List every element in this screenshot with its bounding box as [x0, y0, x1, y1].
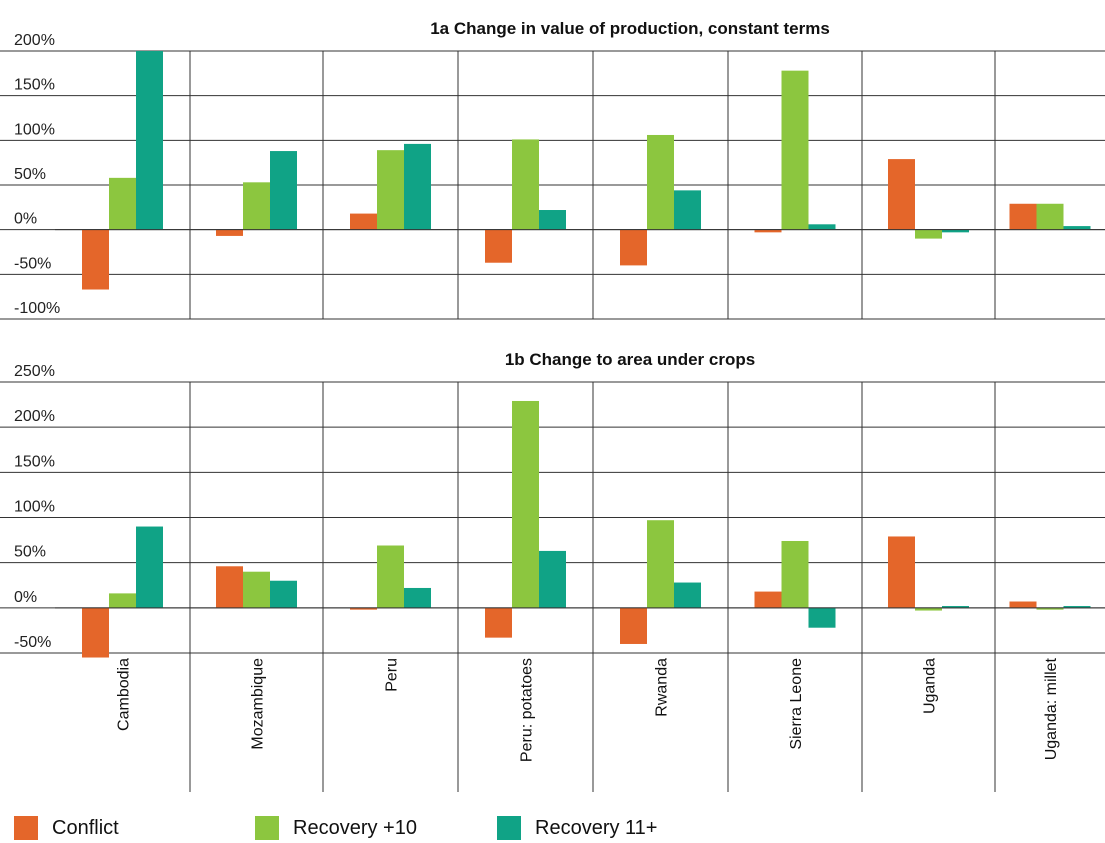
y-tick-label-1a-100: 100%	[14, 121, 55, 138]
bar-1b-peru-potatoes-recovery-10	[512, 400, 539, 608]
category-label-uganda-millet: Uganda: millet	[1043, 657, 1060, 760]
bar-1b-peru-conflict	[350, 607, 377, 610]
category-label-cambodia: Cambodia	[116, 658, 133, 731]
bar-1a-peru-recovery-11	[404, 143, 431, 230]
bar-1a-peru-potatoes-recovery-10	[512, 139, 539, 230]
bar-1a-cambodia-recovery-10	[109, 177, 136, 230]
bar-1a-rwanda-recovery-10	[647, 134, 674, 230]
bar-1b-peru-recovery-10	[377, 545, 404, 608]
bar-1a-peru-conflict	[350, 213, 377, 230]
y-tick-label-1b-250: 250%	[14, 363, 55, 380]
bar-1a-cambodia-recovery-11	[136, 51, 163, 230]
legend-label-recovery-10: Recovery +10	[293, 817, 417, 839]
bar-1a-sierra-leone-conflict	[754, 229, 782, 233]
legend-label-recovery-11: Recovery 11+	[535, 817, 658, 839]
bar-1a-peru-potatoes-conflict	[485, 229, 512, 263]
category-label-sierra-leone: Sierra Leone	[788, 658, 805, 750]
category-label-mozambique: Mozambique	[250, 658, 267, 750]
bar-1a-sierra-leone-recovery-11	[808, 224, 836, 230]
legend-item-recovery-11: Recovery 11+	[497, 816, 657, 840]
bar-1b-peru-recovery-11	[404, 587, 431, 608]
bar-1b-rwanda-recovery-10	[647, 520, 674, 608]
y-tick-label-1a-100: -100%	[14, 300, 60, 317]
bar-1b-uganda-millet-recovery-11	[1063, 606, 1091, 608]
category-label-peru: Peru	[384, 658, 401, 692]
y-tick-label-1b-0: 0%	[14, 589, 37, 606]
category-label-uganda: Uganda	[922, 658, 939, 714]
legend-item-recovery-10: Recovery +10	[255, 816, 417, 840]
legend-swatch-recovery-11	[497, 816, 521, 840]
bar-1b-cambodia-conflict	[82, 607, 109, 658]
legend: Conflict Recovery +10 Recovery 11+	[0, 816, 1105, 842]
bar-1b-mozambique-conflict	[216, 566, 243, 608]
legend-item-conflict: Conflict	[14, 816, 119, 840]
bar-1b-cambodia-recovery-11	[136, 526, 163, 608]
bar-1b-peru-potatoes-recovery-11	[539, 550, 566, 608]
y-tick-label-1a-0: 0%	[14, 211, 37, 228]
bar-1a-peru-potatoes-recovery-11	[539, 210, 566, 230]
bar-1b-uganda-conflict	[888, 536, 915, 608]
chart-title-1a: 1a Change in value of production, consta…	[430, 19, 830, 38]
bar-1b-uganda-recovery-10	[915, 607, 942, 611]
y-tick-label-1b-150: 150%	[14, 453, 55, 470]
bar-1b-sierra-leone-recovery-10	[781, 540, 809, 608]
bar-1a-uganda-conflict	[888, 159, 915, 230]
bar-1a-uganda-millet-recovery-10	[1036, 203, 1064, 230]
legend-swatch-recovery-10	[255, 816, 279, 840]
y-tick-label-1b-50: 50%	[14, 544, 46, 561]
bar-1a-mozambique-recovery-11	[270, 151, 297, 230]
bar-1b-rwanda-conflict	[620, 607, 647, 644]
chart-title-1b: 1b Change to area under crops	[505, 350, 755, 369]
bar-1b-uganda-millet-recovery-10	[1036, 607, 1064, 610]
bar-1a-cambodia-conflict	[82, 229, 109, 290]
bar-1a-uganda-millet-recovery-11	[1063, 226, 1091, 230]
category-label-peru-potatoes: Peru: potatoes	[519, 658, 536, 762]
bar-1a-rwanda-recovery-11	[674, 190, 701, 230]
bar-1a-mozambique-conflict	[216, 229, 243, 236]
bar-1b-cambodia-recovery-10	[109, 593, 136, 608]
bar-1a-rwanda-conflict	[620, 229, 647, 266]
bar-1b-mozambique-recovery-10	[243, 571, 270, 608]
y-tick-label-1a-200: 200%	[14, 32, 55, 49]
y-tick-label-1b-100: 100%	[14, 499, 55, 516]
legend-swatch-conflict	[14, 816, 38, 840]
y-tick-label-1a-150: 150%	[14, 77, 55, 94]
chart-canvas: 1a Change in value of production, consta…	[0, 19, 1105, 792]
legend-label-conflict: Conflict	[52, 817, 119, 839]
bar-1a-peru-recovery-10	[377, 150, 404, 230]
bar-1b-peru-potatoes-conflict	[485, 607, 512, 638]
y-tick-label-1a-50: -50%	[14, 255, 51, 272]
bar-1a-uganda-recovery-10	[915, 229, 942, 239]
y-tick-label-1a-50: 50%	[14, 166, 46, 183]
bar-1a-uganda-millet-conflict	[1009, 203, 1037, 230]
bar-1a-mozambique-recovery-10	[243, 182, 270, 230]
y-tick-label-1b-200: 200%	[14, 408, 55, 425]
bar-1b-rwanda-recovery-11	[674, 582, 701, 608]
y-tick-label-1b-50: -50%	[14, 634, 51, 651]
bar-1b-sierra-leone-conflict	[754, 591, 782, 608]
bar-1b-mozambique-recovery-11	[270, 580, 297, 608]
bar-1a-sierra-leone-recovery-10	[781, 70, 809, 230]
bar-1b-uganda-millet-conflict	[1009, 601, 1037, 608]
bar-1b-uganda-recovery-11	[942, 606, 969, 608]
bar-1b-sierra-leone-recovery-11	[808, 607, 836, 628]
category-label-rwanda: Rwanda	[654, 658, 671, 717]
bar-1a-uganda-recovery-11	[942, 229, 969, 233]
